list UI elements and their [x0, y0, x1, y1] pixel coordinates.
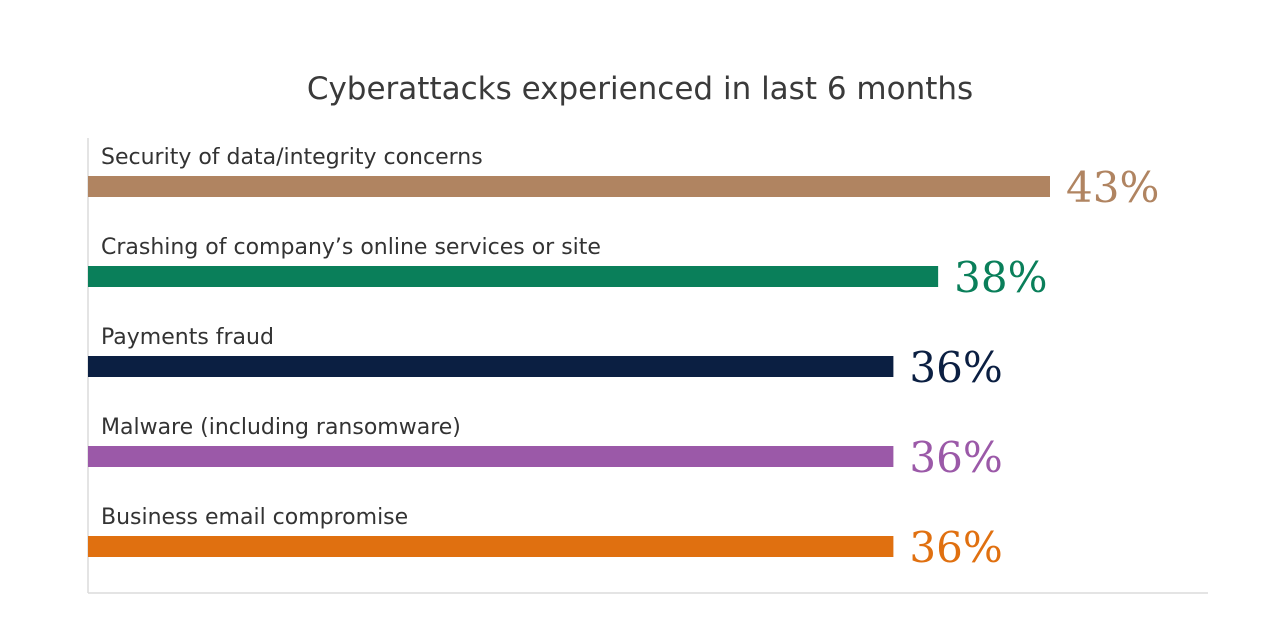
- chart-title: Cyberattacks experienced in last 6 month…: [307, 71, 973, 107]
- bars-group: Security of data/integrity concerns 43% Cr…: [88, 145, 1159, 572]
- category-label: Payments fraud: [101, 325, 274, 350]
- value-label: 38%: [954, 253, 1047, 302]
- bar: [88, 176, 1050, 197]
- value-label: 36%: [909, 433, 1002, 482]
- bar: [88, 536, 894, 557]
- category-label: Security of data/integrity concerns: [101, 145, 483, 170]
- bar: [88, 356, 894, 377]
- category-label: Malware (including ransomware): [101, 415, 461, 440]
- bar: [88, 446, 894, 467]
- bar: [88, 266, 939, 287]
- value-label: 36%: [909, 523, 1002, 572]
- value-label: 43%: [1066, 163, 1159, 212]
- value-label: 36%: [909, 343, 1002, 392]
- category-label: Crashing of company’s online services or…: [101, 235, 601, 260]
- category-label: Business email compromise: [101, 505, 408, 530]
